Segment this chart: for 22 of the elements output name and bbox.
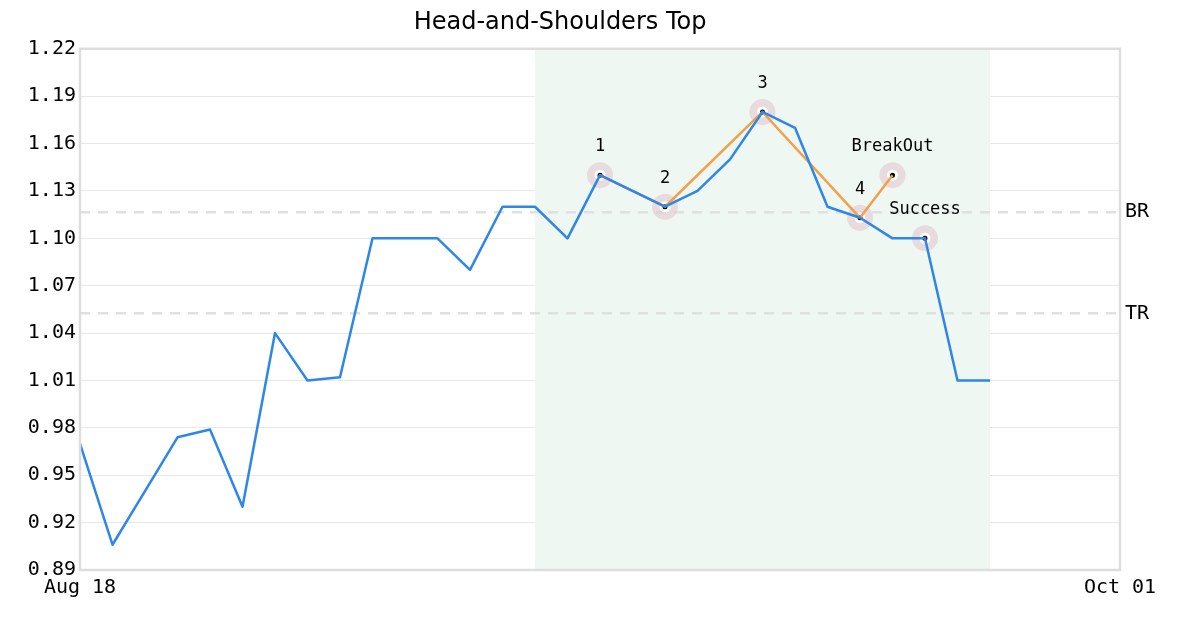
series-label: BreakOut (851, 135, 934, 156)
y-tick-label: 1.10 (27, 224, 76, 249)
x-tick-label: Oct 01 (1083, 574, 1157, 599)
y-tick-label: 0.95 (27, 461, 76, 486)
x-tick-label: Aug 18 (43, 574, 117, 599)
series-label: Success (889, 198, 961, 219)
y-tick-label: 1.04 (27, 319, 76, 344)
ref-line-label: TR (1125, 299, 1151, 324)
y-tick-label: 1.22 (27, 35, 76, 59)
y-tick-label: 1.16 (27, 129, 76, 154)
ref-line-label: BR (1125, 198, 1151, 223)
y-tick-label: 1.19 (27, 82, 76, 107)
y-tick-label: 1.07 (27, 271, 76, 296)
series-label: 1 (594, 135, 606, 156)
series-label: 4 (854, 177, 866, 198)
y-tick-label: 1.13 (27, 177, 76, 202)
y-tick-label: 0.92 (27, 508, 76, 533)
y-tick-label: 1.01 (27, 366, 76, 391)
series-label: 3 (757, 71, 768, 92)
y-tick-label: 0.98 (27, 414, 76, 439)
series-label: 2 (659, 166, 671, 187)
chart-title: Head-and-Shoulders Top (413, 6, 707, 35)
